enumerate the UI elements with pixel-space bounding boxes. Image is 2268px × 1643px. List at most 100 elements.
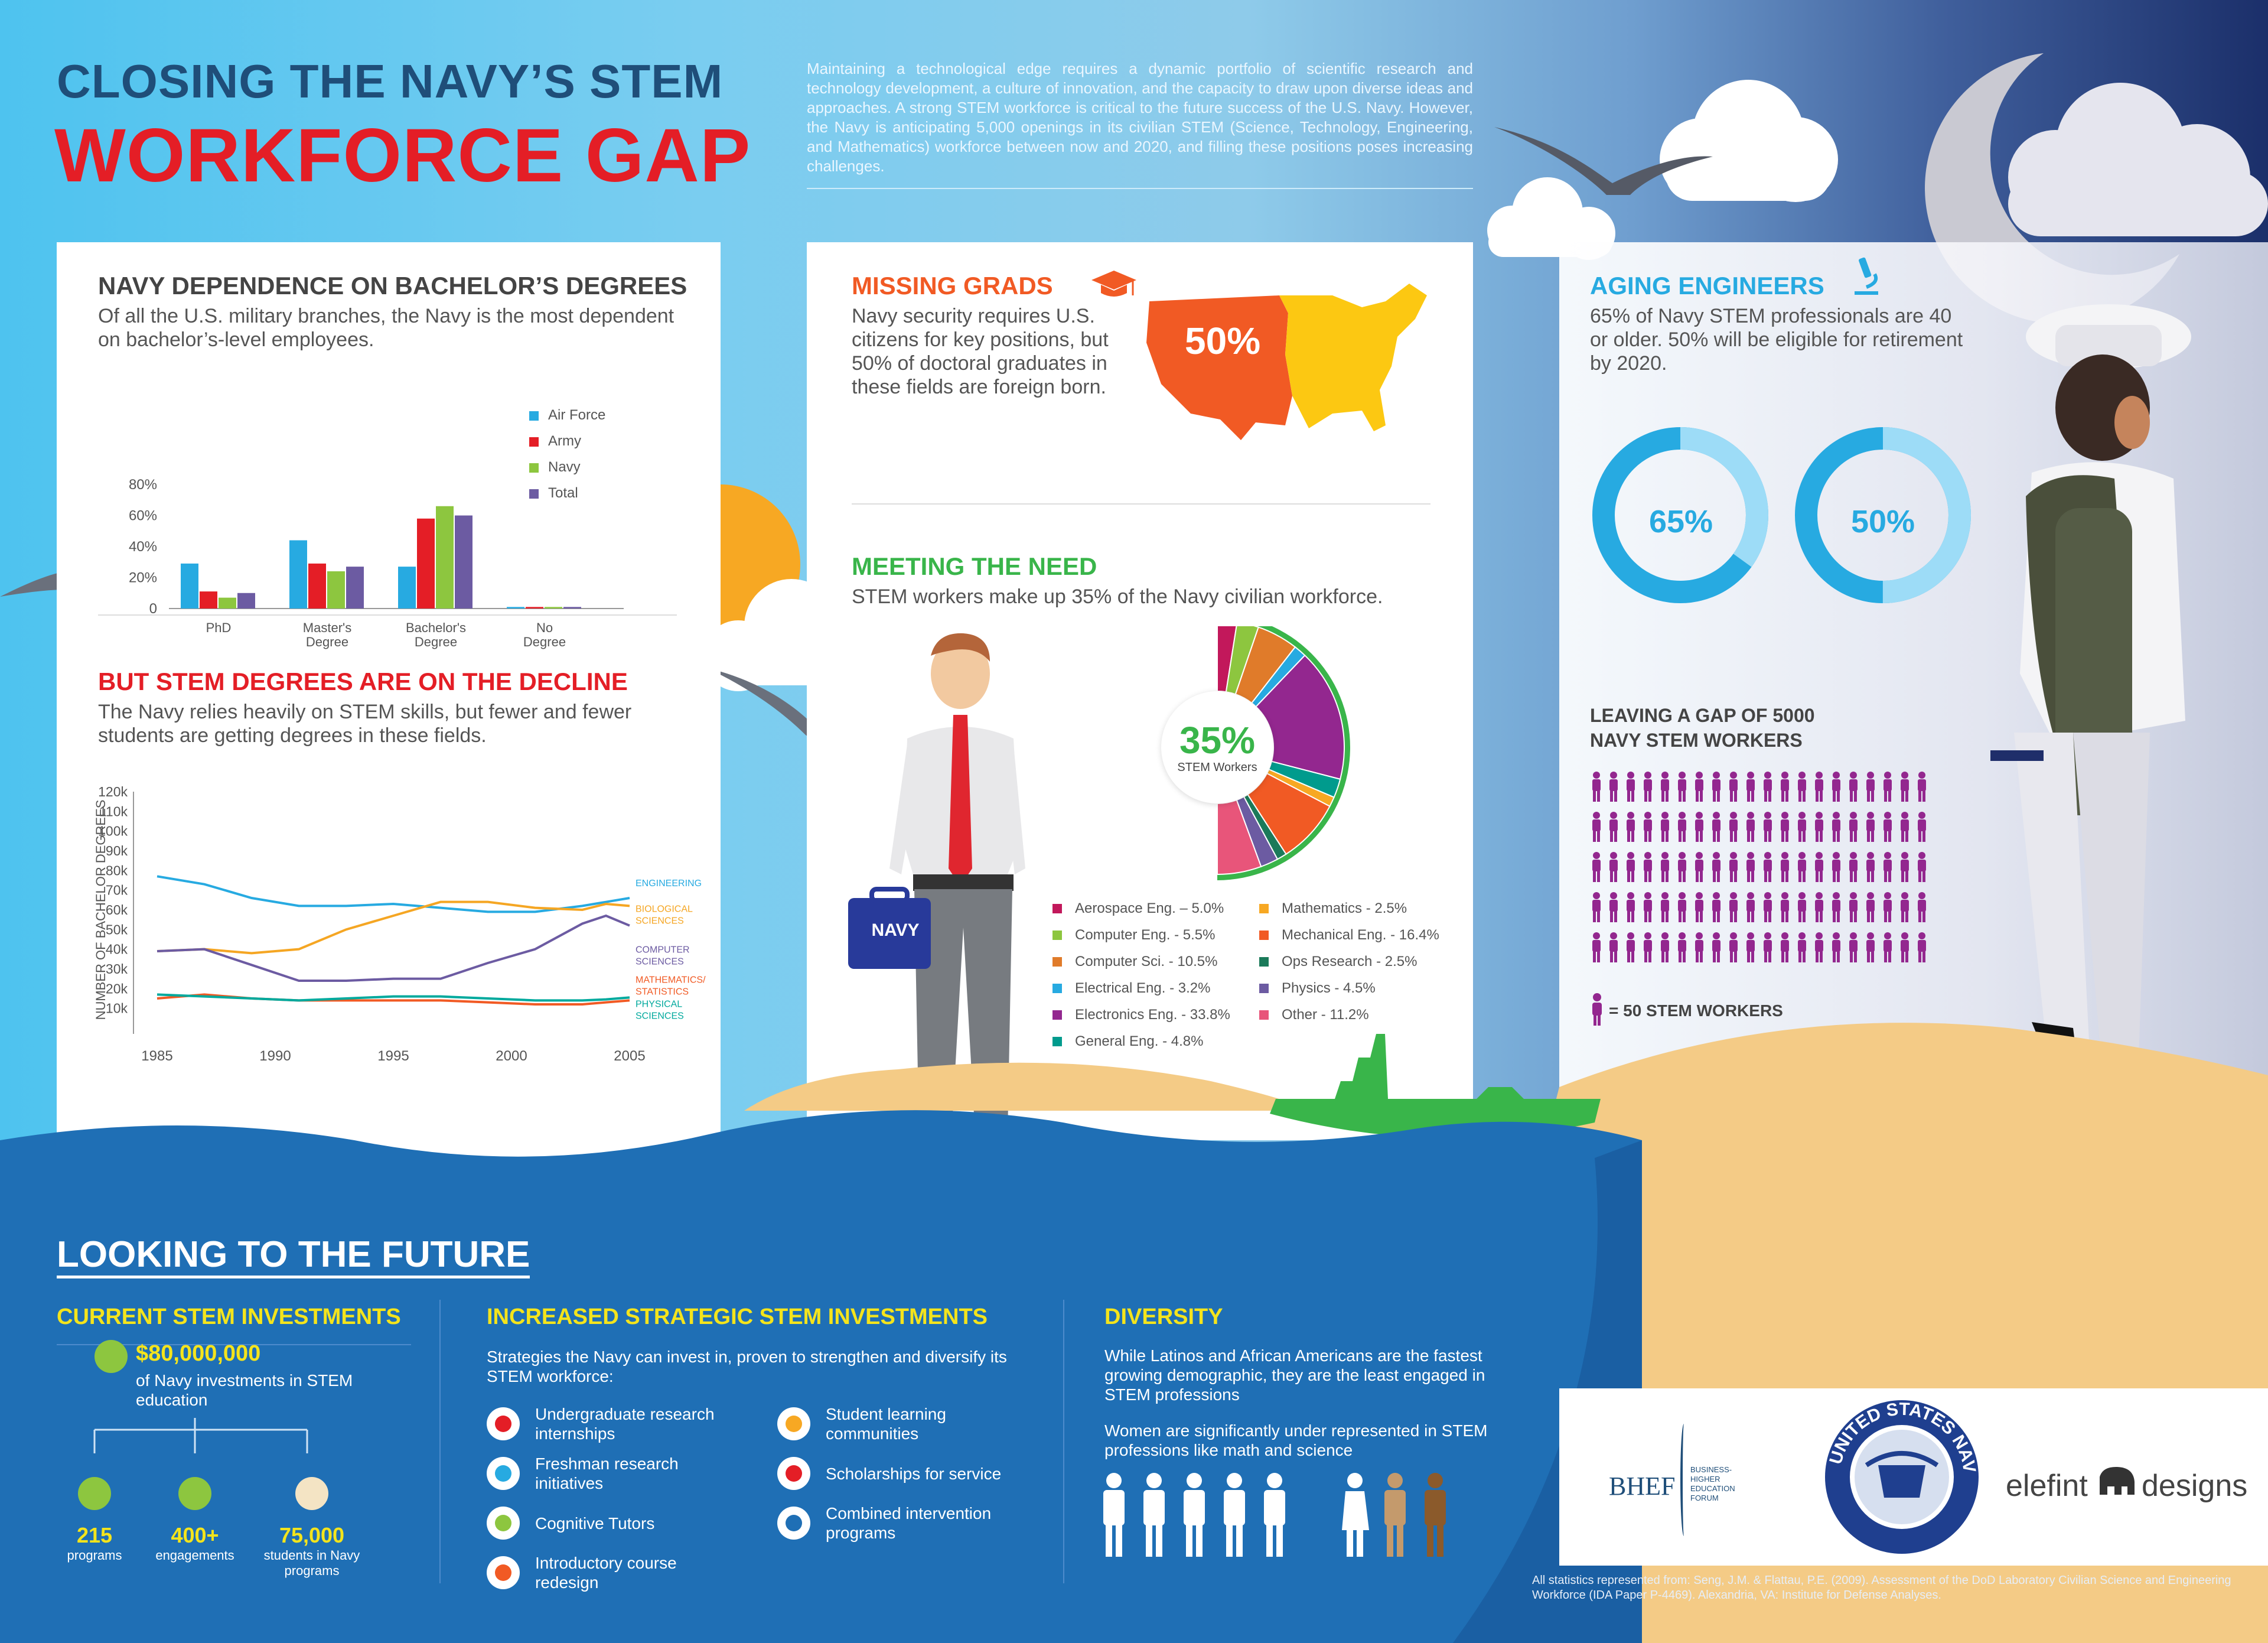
- worker-icon: [1661, 812, 1669, 842]
- strategy-icon: [777, 1407, 810, 1440]
- person-icon: [1384, 1473, 1406, 1557]
- strategy-item: Combined intervention programs: [777, 1498, 1073, 1548]
- current-tree: [93, 1418, 308, 1453]
- y-tick-label: 80k: [106, 863, 128, 878]
- worker-icon: [1627, 852, 1635, 882]
- worker-icon: [1815, 772, 1823, 802]
- worker-icon: [1644, 812, 1652, 842]
- worker-icon: [1781, 812, 1789, 842]
- legend-swatch: [1259, 1010, 1269, 1020]
- worker-icon: [1866, 812, 1875, 842]
- y-tick-label: 110k: [99, 803, 128, 819]
- worker-icon: [1661, 932, 1669, 962]
- worker-icon: [1729, 772, 1738, 802]
- worker-icon: [1901, 932, 1909, 962]
- exchange-icon: [178, 1477, 211, 1510]
- legend-item: Computer Eng. - 5.5%: [1052, 922, 1259, 948]
- strategy-icon: [487, 1556, 520, 1589]
- worker-icon: [1695, 892, 1703, 922]
- y-tick-label: 20k: [106, 981, 128, 996]
- worker-icon: [1609, 932, 1618, 962]
- worker-icon: [1627, 932, 1635, 962]
- worker-icon: [1712, 772, 1720, 802]
- strategy-icon: [487, 1407, 520, 1440]
- worker-icon: [1609, 892, 1618, 922]
- fan-center-label: STEM Workers: [1177, 761, 1257, 774]
- strategy-label: Scholarships for service: [826, 1464, 1002, 1483]
- worker-icon: [1832, 892, 1840, 922]
- worker-icon: [1901, 892, 1909, 922]
- diversity-people: [1103, 1473, 1446, 1557]
- worker-icon: [1798, 932, 1806, 962]
- worker-icon: [1815, 932, 1823, 962]
- missing-text: Navy security requires U.S. citizens for…: [852, 305, 1109, 398]
- worker-icon: [1781, 932, 1789, 962]
- legend-label: Army: [548, 433, 581, 449]
- worker-icon: [1798, 812, 1806, 842]
- worker-icon: [1746, 852, 1755, 882]
- strategy-label: Freshman research initiatives: [535, 1455, 679, 1492]
- x-tick-label: Master's: [303, 620, 351, 635]
- gap-heading: LEAVING A GAP OF 5000 NAVY STEM WORKERS: [1590, 703, 1815, 753]
- worker-icon: [1884, 852, 1892, 882]
- worker-icon: [1849, 852, 1858, 882]
- legend-label: Navy: [548, 459, 581, 475]
- worker-icon: [1849, 772, 1858, 802]
- y-tick-label: 10k: [106, 1001, 128, 1016]
- worker-icon: [1764, 892, 1772, 922]
- source-text: All statistics represented from: Seng, J…: [1532, 1574, 2231, 1602]
- stat-engagements: 400+ engagements: [136, 1523, 254, 1563]
- series-line: [157, 875, 630, 913]
- strategy-item: Introductory course redesign: [487, 1548, 782, 1598]
- bar: [219, 597, 236, 609]
- worker-icon: [1592, 812, 1601, 842]
- strategy-label: Cognitive Tutors: [535, 1514, 655, 1533]
- y-tick-label: 40k: [106, 942, 128, 957]
- worker-icon: [1866, 772, 1875, 802]
- stat-value: 400+: [171, 1523, 219, 1547]
- worker-icon: [1901, 812, 1909, 842]
- worker-icon: [1661, 892, 1669, 922]
- increased-list-right: Student learning communities Scholarships…: [777, 1399, 1073, 1548]
- worker-icon: [1627, 772, 1635, 802]
- strategy-item: Scholarships for service: [777, 1449, 1073, 1498]
- worker-icon: [1746, 812, 1755, 842]
- worker-icon: [1592, 852, 1601, 882]
- legend-swatch: [1259, 930, 1269, 940]
- y-tick-label: 120k: [98, 784, 128, 799]
- worker-icon: [1866, 892, 1875, 922]
- legend-swatch: [1052, 983, 1062, 993]
- footer-divider: [1063, 1300, 1064, 1583]
- designs-logo: designs: [2142, 1469, 2248, 1503]
- worker-icon: [1918, 932, 1926, 962]
- fan-center: 35% STEM Workers: [1161, 691, 1273, 803]
- worker-icon: [1695, 772, 1703, 802]
- series-line: [157, 914, 630, 982]
- worker-icon: [1781, 852, 1789, 882]
- legend-swatch: [1259, 983, 1269, 993]
- strategy-label: Undergraduate research internships: [535, 1405, 715, 1443]
- bar: [417, 518, 435, 609]
- increased-text: Strategies the Navy can invest in, prove…: [487, 1348, 1007, 1385]
- strategy-label: Combined intervention programs: [826, 1504, 992, 1542]
- section-divider: [98, 614, 677, 616]
- worker-icon: [1884, 892, 1892, 922]
- elefint-logo: elefint: [2006, 1469, 2088, 1503]
- legend-swatch: [1259, 903, 1269, 913]
- worker-icon: [1815, 812, 1823, 842]
- worker-icon: [1918, 772, 1926, 802]
- strategy-item: Cognitive Tutors: [487, 1498, 782, 1548]
- worker-icon: [1798, 772, 1806, 802]
- worker-icon: [1849, 932, 1858, 962]
- briefcase-label: NAVY: [871, 920, 920, 940]
- left-panel: NAVY DEPENDENCE ON BACHELOR’S DEGREES Of…: [57, 242, 721, 1211]
- worker-icon: [1746, 772, 1755, 802]
- bhef-mark: [1680, 1424, 1687, 1536]
- worker-icon: [1815, 892, 1823, 922]
- legend-item: General Eng. - 4.8%: [1052, 1028, 1259, 1055]
- worker-icon: [1866, 932, 1875, 962]
- increased-list-left: Undergraduate research internships Freshm…: [487, 1399, 782, 1598]
- series-label: STATISTICS: [636, 987, 689, 997]
- worker-icon: [1729, 892, 1738, 922]
